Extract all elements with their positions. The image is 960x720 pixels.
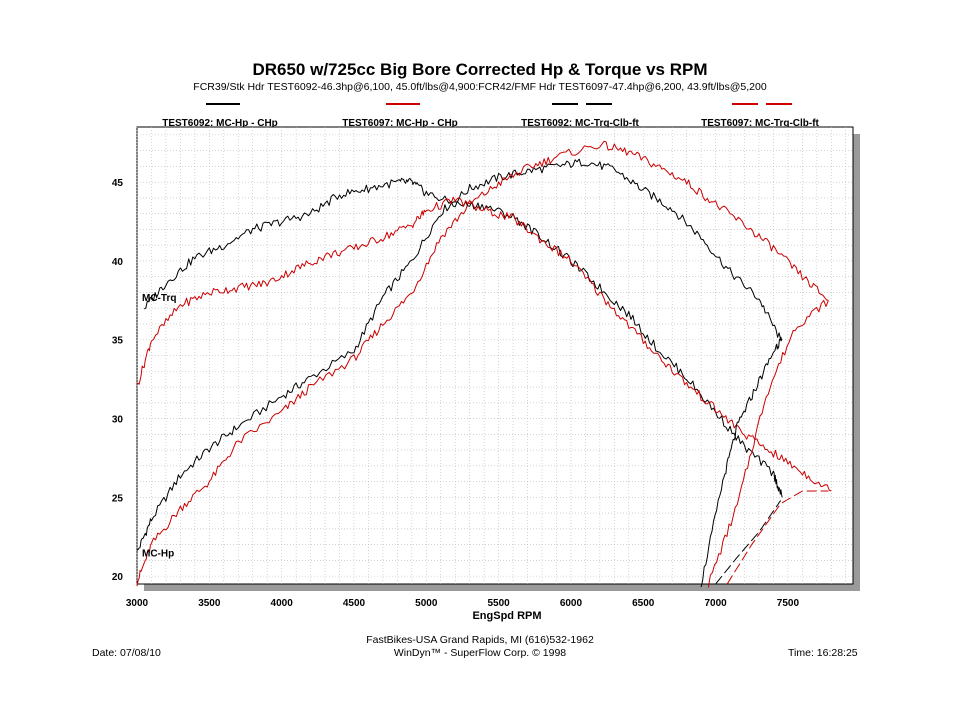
legend-item-test6092-hp: TEST6092: MC-Hp - CHp bbox=[130, 103, 310, 129]
x-tick-label: 3500 bbox=[198, 598, 221, 609]
x-tick-label: 6500 bbox=[632, 598, 655, 609]
grid bbox=[136, 127, 853, 584]
chart-title: DR650 w/725cc Big Bore Corrected Hp & To… bbox=[252, 60, 708, 79]
legend-label: TEST6092: MC-Hp - CHp bbox=[162, 118, 278, 129]
series-line bbox=[143, 177, 783, 498]
series-annotation: MC-Trq bbox=[142, 293, 176, 304]
footer-time: Time: 16:28:25 bbox=[788, 647, 858, 659]
y-tick-label: 40 bbox=[112, 257, 124, 268]
x-tick-label: 7000 bbox=[704, 598, 727, 609]
series-line bbox=[707, 299, 829, 588]
x-tick-label: 5500 bbox=[487, 598, 510, 609]
series-line bbox=[136, 140, 829, 587]
series-line bbox=[726, 490, 829, 585]
y-tick-label: 45 bbox=[112, 178, 124, 189]
x-tick-label: 3000 bbox=[126, 598, 149, 609]
legend-item-test6097-hp: TEST6097: MC-Hp - CHp bbox=[310, 103, 490, 129]
y-tick-label: 30 bbox=[112, 415, 124, 426]
legend-item-test6097-trq: TEST6097: MC-Trq-Clb-ft bbox=[670, 103, 850, 129]
legend-swatch bbox=[310, 103, 490, 117]
legend-swatch bbox=[130, 103, 310, 117]
y-tick-label: 20 bbox=[112, 572, 124, 583]
x-tick-label: 4000 bbox=[271, 598, 294, 609]
series-line bbox=[136, 158, 782, 551]
series-annotation: MC-Hp bbox=[142, 548, 174, 559]
x-tick-label: 5000 bbox=[415, 598, 438, 609]
legend-label: TEST6097: MC-Trq-Clb-ft bbox=[701, 118, 819, 129]
series-line bbox=[700, 336, 783, 588]
footer-date: Date: 07/08/10 bbox=[92, 647, 161, 659]
x-tick-label: 6000 bbox=[560, 598, 583, 609]
x-axis-label: EngSpd RPM bbox=[472, 610, 541, 622]
y-tick-label: 25 bbox=[112, 493, 124, 504]
legend-label: TEST6092: MC-Trq-Clb-ft bbox=[521, 118, 639, 129]
series-line bbox=[136, 196, 832, 492]
footer-credit: FastBikes-USA Grand Rapids, MI (616)532-… bbox=[366, 634, 594, 646]
y-tick-label: 35 bbox=[112, 336, 124, 347]
footer-software: WinDyn™ - SuperFlow Corp. © 1998 bbox=[393, 647, 567, 659]
x-tick-label: 4500 bbox=[343, 598, 366, 609]
legend-item-test6092-trq: TEST6092: MC-Trq-Clb-ft bbox=[490, 103, 670, 129]
series-line bbox=[715, 500, 782, 585]
legend-swatch bbox=[670, 103, 850, 117]
legend-label: TEST6097: MC-Hp - CHp bbox=[342, 118, 458, 129]
x-tick-label: 7500 bbox=[777, 598, 800, 609]
chart-subtitle: FCR39/Stk Hdr TEST6092-46.3hp@6,100, 45.… bbox=[193, 81, 767, 93]
legend-swatch bbox=[490, 103, 670, 117]
